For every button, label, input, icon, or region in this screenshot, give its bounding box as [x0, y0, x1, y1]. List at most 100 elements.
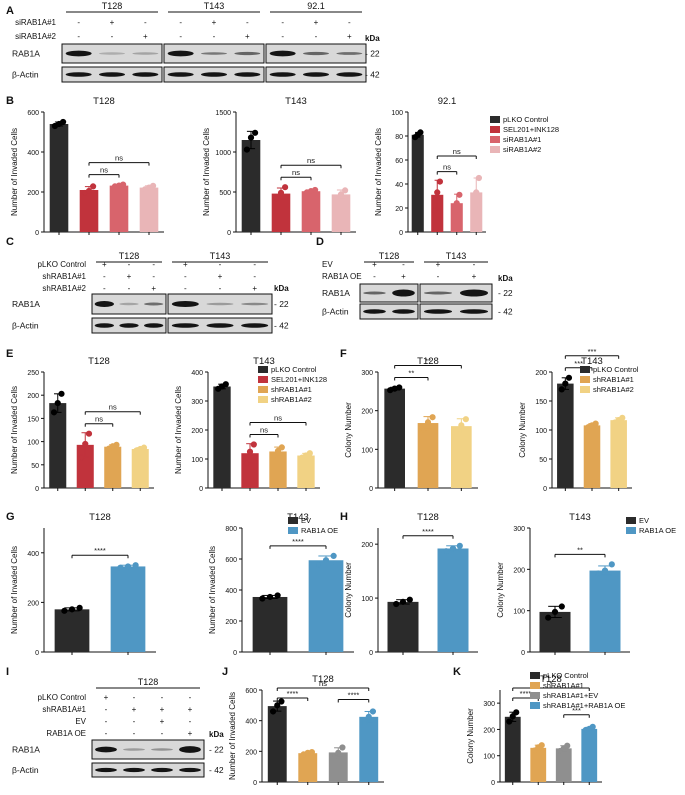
data-point — [538, 742, 545, 749]
chart-title: 92.1 — [438, 96, 457, 107]
y-tick-label: 50 — [31, 463, 39, 470]
blot-sign: + — [472, 272, 477, 281]
y-axis-label: Number of Invaded Cells — [174, 386, 183, 474]
data-point — [608, 561, 615, 568]
bar — [271, 193, 291, 232]
significance-label: ** — [408, 368, 414, 377]
bar — [79, 190, 99, 232]
blot-sign: - — [402, 260, 405, 269]
blot-sign: + — [252, 284, 257, 293]
data-point — [259, 595, 266, 602]
data-point — [85, 430, 93, 437]
bar — [530, 747, 547, 782]
chart-F-6: T143 0 50 100 150 200 Colony Number *** *** pLKO … — [518, 347, 639, 493]
legend-swatch — [258, 396, 268, 403]
significance-label: ns — [260, 426, 268, 435]
blot-band — [423, 291, 453, 295]
y-tick-label: 40 — [395, 182, 403, 189]
blot-band — [151, 767, 173, 773]
y-tick-label: 250 — [27, 370, 39, 377]
legend-swatch — [580, 376, 590, 383]
y-tick-label: 50 — [539, 457, 547, 464]
blot-band-label: β-Actin — [12, 765, 39, 775]
y-axis-label: Number of Invaded Cells — [374, 128, 383, 216]
blot-I: T128 pLKO Control + - - - shRAB1A#1 - + + + EV - - + - R… — [12, 677, 224, 778]
blot-sign: - — [246, 18, 249, 27]
chart-title: T143 — [285, 96, 307, 107]
y-tick-label: 200 — [513, 567, 525, 574]
bar — [359, 716, 379, 782]
blot-sign: + — [245, 32, 250, 41]
blot-band — [363, 291, 386, 295]
y-tick-label: 600 — [225, 557, 237, 564]
data-point — [456, 191, 463, 198]
blot-band — [167, 50, 194, 57]
blot-band — [99, 72, 125, 77]
y-tick-label: 60 — [395, 158, 403, 165]
y-tick-label: 0 — [491, 780, 495, 787]
blot-sign: + — [401, 272, 406, 281]
y-axis-label: Colony Number — [344, 562, 353, 618]
y-tick-label: 0 — [35, 486, 39, 493]
legend-swatch — [490, 126, 500, 133]
data-point — [140, 444, 148, 451]
y-tick-label: 400 — [245, 719, 257, 726]
y-tick-label: 0 — [521, 650, 525, 657]
blot-condition-label: shRAB1A#1 — [42, 705, 86, 714]
significance-label: ns — [292, 168, 300, 177]
data-point — [506, 718, 513, 725]
blot-sign: - — [152, 272, 155, 281]
data-point — [473, 189, 480, 196]
blot-sign: - — [437, 272, 440, 281]
data-point — [449, 545, 457, 552]
y-tick-label: 0 — [543, 486, 547, 493]
bar — [437, 548, 469, 652]
blot-sign: - — [133, 729, 136, 738]
data-point — [222, 381, 229, 388]
legend-swatch — [530, 672, 540, 679]
data-point — [513, 709, 520, 716]
y-tick-label: 200 — [27, 190, 39, 197]
blot-sign: + — [183, 260, 188, 269]
y-axis-label: Number of Invaded Cells — [202, 128, 211, 216]
blot-band — [363, 309, 386, 314]
data-point — [396, 384, 403, 391]
data-point — [443, 548, 450, 555]
chart-title: T128 — [89, 512, 111, 523]
chart-F-5: T128 0 100 200 300 Colony Number ** ** — [344, 356, 478, 493]
y-tick-label: 150 — [27, 416, 39, 423]
y-tick-label: 200 — [27, 393, 39, 400]
blot-sign: - — [103, 272, 106, 281]
chart-title: T128 — [417, 512, 439, 523]
blot-band-label: β-Actin — [12, 70, 39, 80]
y-axis-label: Number of Invaded Cells — [208, 546, 217, 634]
bar — [384, 388, 405, 488]
bar — [451, 426, 472, 488]
data-point — [601, 567, 609, 574]
data-point — [436, 178, 444, 185]
bar — [308, 560, 344, 652]
panel-letter-B: B — [6, 95, 14, 107]
blot-band — [269, 50, 296, 57]
bar — [104, 446, 122, 488]
blot-D: T128 T143 EV + - + - RAB1A OE - + - + RAB1A - 22 β-Act… — [322, 251, 513, 320]
blot-condition-label: siRAB1A#1 — [15, 18, 56, 27]
blot-kda-marker: - 42 — [365, 70, 380, 80]
data-point — [369, 708, 377, 715]
y-tick-label: 600 — [245, 688, 257, 695]
legend-label: EV — [301, 516, 311, 525]
blot-condition-label: RAB1A OE — [46, 729, 86, 738]
blot-band — [151, 748, 173, 751]
y-tick-label: 300 — [483, 701, 495, 708]
y-tick-label: 150 — [535, 399, 547, 406]
significance-label: ns — [319, 679, 327, 688]
data-point — [551, 608, 559, 616]
blot-sign: + — [102, 260, 107, 269]
blot-band — [119, 323, 139, 328]
blot-sign: + — [436, 260, 441, 269]
y-tick-label: 300 — [513, 526, 525, 533]
blot-band — [123, 767, 145, 773]
blot-band — [336, 72, 363, 77]
y-axis-label: Colony Number — [344, 402, 353, 458]
